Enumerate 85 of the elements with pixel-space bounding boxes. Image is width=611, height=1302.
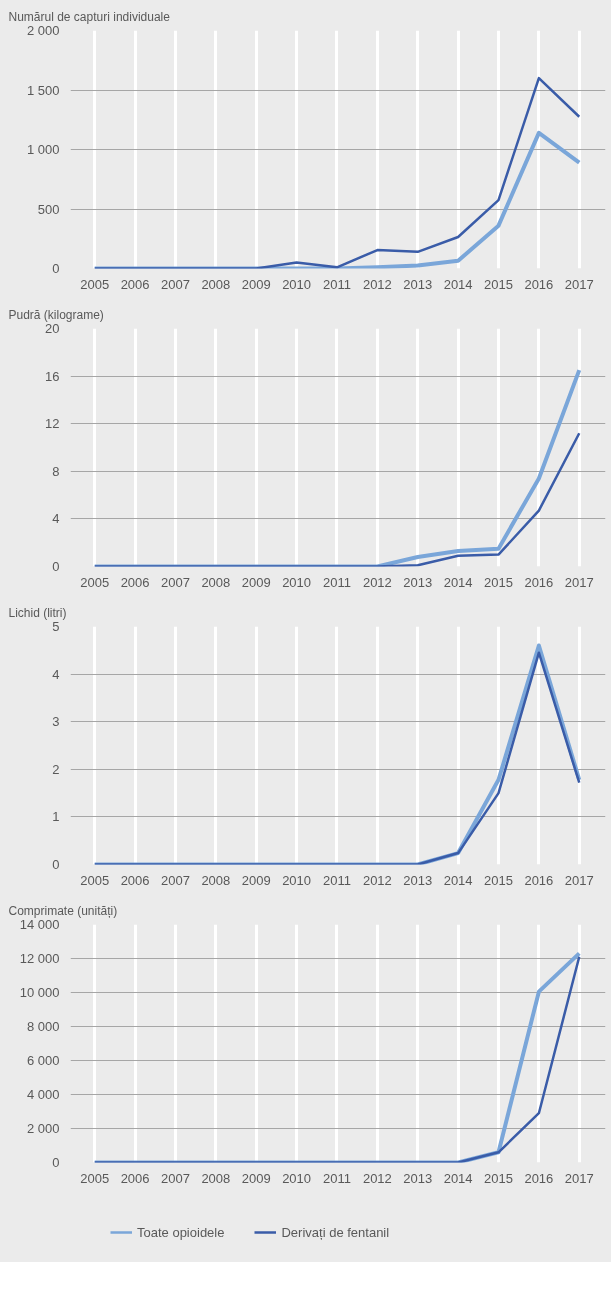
- y-tick-label: 0: [52, 857, 60, 872]
- y-tick-label: 1 500: [26, 82, 60, 98]
- y-tick-label: 12: [45, 416, 60, 432]
- chart-title: Numărul de capturi individuale: [8, 9, 171, 24]
- x-tick-label: 2010: [282, 574, 312, 590]
- x-tick-label: 2017: [564, 872, 594, 888]
- x-tick-label: 2014: [443, 574, 473, 590]
- x-tick-label: 2014: [443, 872, 473, 888]
- y-tick-label: 16: [45, 368, 60, 384]
- legend-label: Toate opioidele: [137, 1224, 225, 1240]
- y-tick-label: 20: [45, 321, 60, 336]
- x-tick-label: 2014: [443, 276, 473, 292]
- x-tick-label: 2010: [282, 1170, 312, 1186]
- x-tick-label: 2016: [524, 1170, 554, 1186]
- x-tick-label: 2011: [323, 276, 351, 292]
- y-tick-label: 4 000: [26, 1087, 60, 1102]
- x-tick-label: 2017: [564, 574, 594, 590]
- y-tick-label: 0: [52, 1155, 60, 1170]
- x-tick-label: 2016: [524, 872, 554, 888]
- x-tick-label: 2006: [120, 276, 150, 292]
- x-tick-label: 2012: [362, 276, 392, 292]
- x-tick-label: 2006: [120, 872, 150, 888]
- x-tick-label: 2009: [241, 276, 271, 292]
- x-tick-label: 2008: [201, 574, 231, 590]
- x-tick-label: 2005: [80, 1170, 110, 1186]
- x-tick-label: 2013: [403, 276, 433, 292]
- x-tick-label: 2013: [403, 574, 433, 590]
- x-tick-label: 2012: [362, 574, 392, 590]
- x-tick-label: 2009: [241, 1170, 271, 1186]
- x-tick-label: 2017: [564, 1170, 594, 1186]
- y-tick-label: 0: [52, 559, 60, 574]
- line-series: [93, 76, 581, 269]
- x-tick-label: 2007: [161, 1170, 190, 1186]
- y-tick-label: 14 000: [19, 917, 60, 932]
- y-tick-label: 12 000: [19, 951, 60, 966]
- y-tick-label: 1: [52, 809, 60, 825]
- y-tick-label: 0: [52, 261, 60, 276]
- x-tick-label: 2005: [80, 276, 110, 292]
- legend-label: Derivați de fentanil: [281, 1224, 390, 1240]
- x-tick-label: 2010: [282, 276, 312, 292]
- y-tick-label: 2 000: [26, 1121, 60, 1136]
- y-tick-label: 8: [52, 463, 60, 479]
- chart-title: Lichid (litri): [8, 605, 67, 620]
- x-tick-label: 2008: [201, 1170, 231, 1186]
- x-tick-label: 2013: [403, 872, 433, 888]
- y-tick-label: 5: [52, 619, 60, 634]
- y-tick-label: 8 000: [26, 1019, 60, 1034]
- x-tick-label: 2017: [564, 276, 594, 292]
- x-tick-label: 2016: [524, 574, 554, 590]
- x-tick-label: 2006: [120, 574, 150, 590]
- x-tick-label: 2015: [484, 872, 513, 888]
- line-series: [93, 431, 581, 567]
- x-tick-label: 2007: [161, 872, 190, 888]
- x-tick-label: 2011: [323, 574, 351, 590]
- x-tick-label: 2007: [161, 574, 190, 590]
- x-tick-label: 2011: [323, 1170, 351, 1186]
- x-tick-label: 2008: [201, 276, 231, 292]
- y-tick-label: 2: [52, 761, 60, 777]
- x-tick-label: 2008: [201, 872, 231, 888]
- x-tick-label: 2010: [282, 872, 312, 888]
- x-tick-label: 2012: [362, 872, 392, 888]
- x-tick-label: 2015: [484, 1170, 513, 1186]
- x-tick-label: 2014: [443, 1170, 473, 1186]
- x-tick-label: 2011: [323, 872, 351, 888]
- x-tick-label: 2005: [80, 872, 110, 888]
- chart-title: Comprimate (unități): [8, 903, 118, 918]
- x-tick-label: 2005: [80, 574, 110, 590]
- y-tick-label: 4: [52, 511, 60, 527]
- y-tick-label: 500: [37, 201, 60, 217]
- x-tick-label: 2007: [161, 276, 190, 292]
- x-tick-label: 2006: [120, 1170, 150, 1186]
- x-tick-label: 2015: [484, 276, 513, 292]
- x-tick-label: 2012: [362, 1170, 392, 1186]
- chart-title: Pudră (kilograme): [8, 307, 104, 322]
- x-tick-label: 2015: [484, 574, 513, 590]
- y-tick-label: 1 000: [26, 142, 60, 157]
- x-tick-label: 2009: [241, 574, 271, 590]
- x-tick-label: 2009: [241, 872, 271, 888]
- y-tick-label: 4: [52, 666, 60, 682]
- x-tick-label: 2013: [403, 1170, 433, 1186]
- y-tick-label: 3: [52, 714, 60, 730]
- y-tick-label: 2 000: [26, 23, 60, 38]
- y-tick-label: 6 000: [26, 1053, 60, 1068]
- x-tick-label: 2016: [524, 276, 554, 292]
- y-tick-label: 10 000: [19, 985, 60, 1000]
